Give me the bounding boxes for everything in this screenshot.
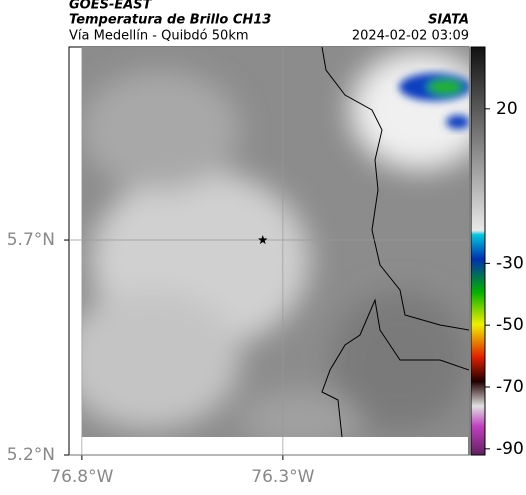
colorbar-tick-label: -70: [496, 377, 524, 397]
colorbar-tick-label: -90: [496, 439, 524, 459]
y-tick-label: 5.2°N: [7, 445, 55, 465]
subtitle: Vía Medellín - Quibdó 50km: [69, 29, 249, 44]
location-marker: [258, 235, 268, 245]
colorbar: [470, 46, 486, 456]
agency: SIATA: [428, 13, 469, 28]
satellite-image: [82, 47, 469, 437]
colorbar-tick-label: -50: [496, 315, 524, 335]
colorbar-tick-label: 20: [496, 99, 518, 119]
x-tick-label: 76.3°W: [251, 467, 314, 487]
y-tick-label: 5.7°N: [7, 230, 55, 250]
x-tick-label: 76.8°W: [50, 467, 113, 487]
title: Temperatura de Brillo CH13: [69, 13, 271, 28]
datetime: 2024-02-02 03:09: [352, 29, 469, 44]
colorbar-tick-label: -30: [496, 253, 524, 273]
source: GOES-EAST: [69, 0, 153, 13]
